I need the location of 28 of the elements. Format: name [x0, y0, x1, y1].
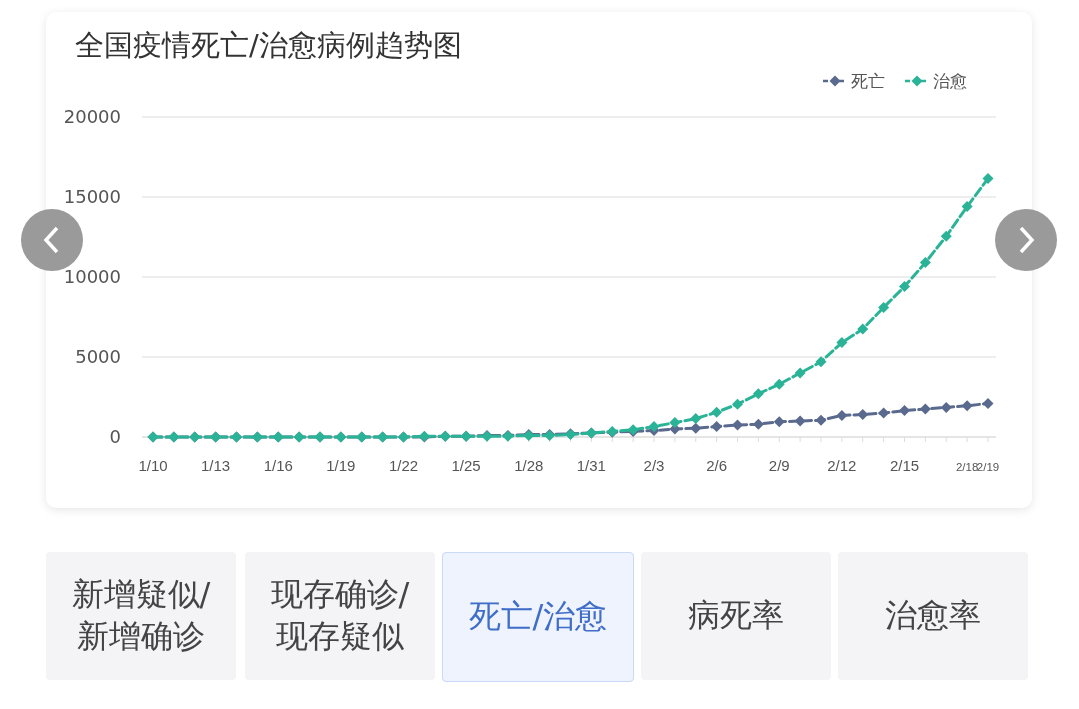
chart-title: 全国疫情死亡/治愈病例趋势图: [75, 28, 462, 62]
x-tick-label: 1/25: [451, 457, 481, 474]
y-tick-label: 10000: [63, 266, 121, 287]
x-tick-label: 1/13: [201, 457, 231, 474]
x-tick-label: 1/10: [138, 457, 168, 474]
x-tick-label: 1/19: [326, 457, 356, 474]
y-tick-label: 15000: [63, 186, 121, 207]
y-tick-label: 20000: [63, 106, 121, 127]
x-tick-label: 2/6: [706, 457, 728, 474]
x-tick-label: 1/16: [263, 457, 293, 474]
x-tick-label: 2/19: [976, 461, 1000, 473]
x-tick-label: 2/15: [889, 457, 920, 474]
text: 死亡/治愈: [442, 552, 634, 682]
x-tick-label: 2/3: [643, 457, 665, 474]
x-tick-label: 1/31: [576, 457, 606, 474]
y-tick-label: 5000: [75, 346, 121, 367]
legend-label: 治愈: [933, 71, 967, 91]
legend-label: 死亡: [851, 71, 885, 91]
text: 治愈率: [838, 552, 1028, 680]
x-tick-label: 1/28: [514, 457, 544, 474]
text: 现存确诊/ 现存疑似: [245, 552, 435, 680]
x-tick-label: 2/18: [955, 461, 979, 473]
text: 病死率: [641, 552, 831, 680]
x-tick-label: 1/22: [388, 457, 419, 474]
y-tick-label: 0: [109, 426, 121, 447]
text: 新增疑似/ 新增确诊: [46, 552, 236, 680]
x-tick-label: 2/12: [827, 457, 857, 474]
x-tick-label: 2/9: [768, 457, 790, 474]
